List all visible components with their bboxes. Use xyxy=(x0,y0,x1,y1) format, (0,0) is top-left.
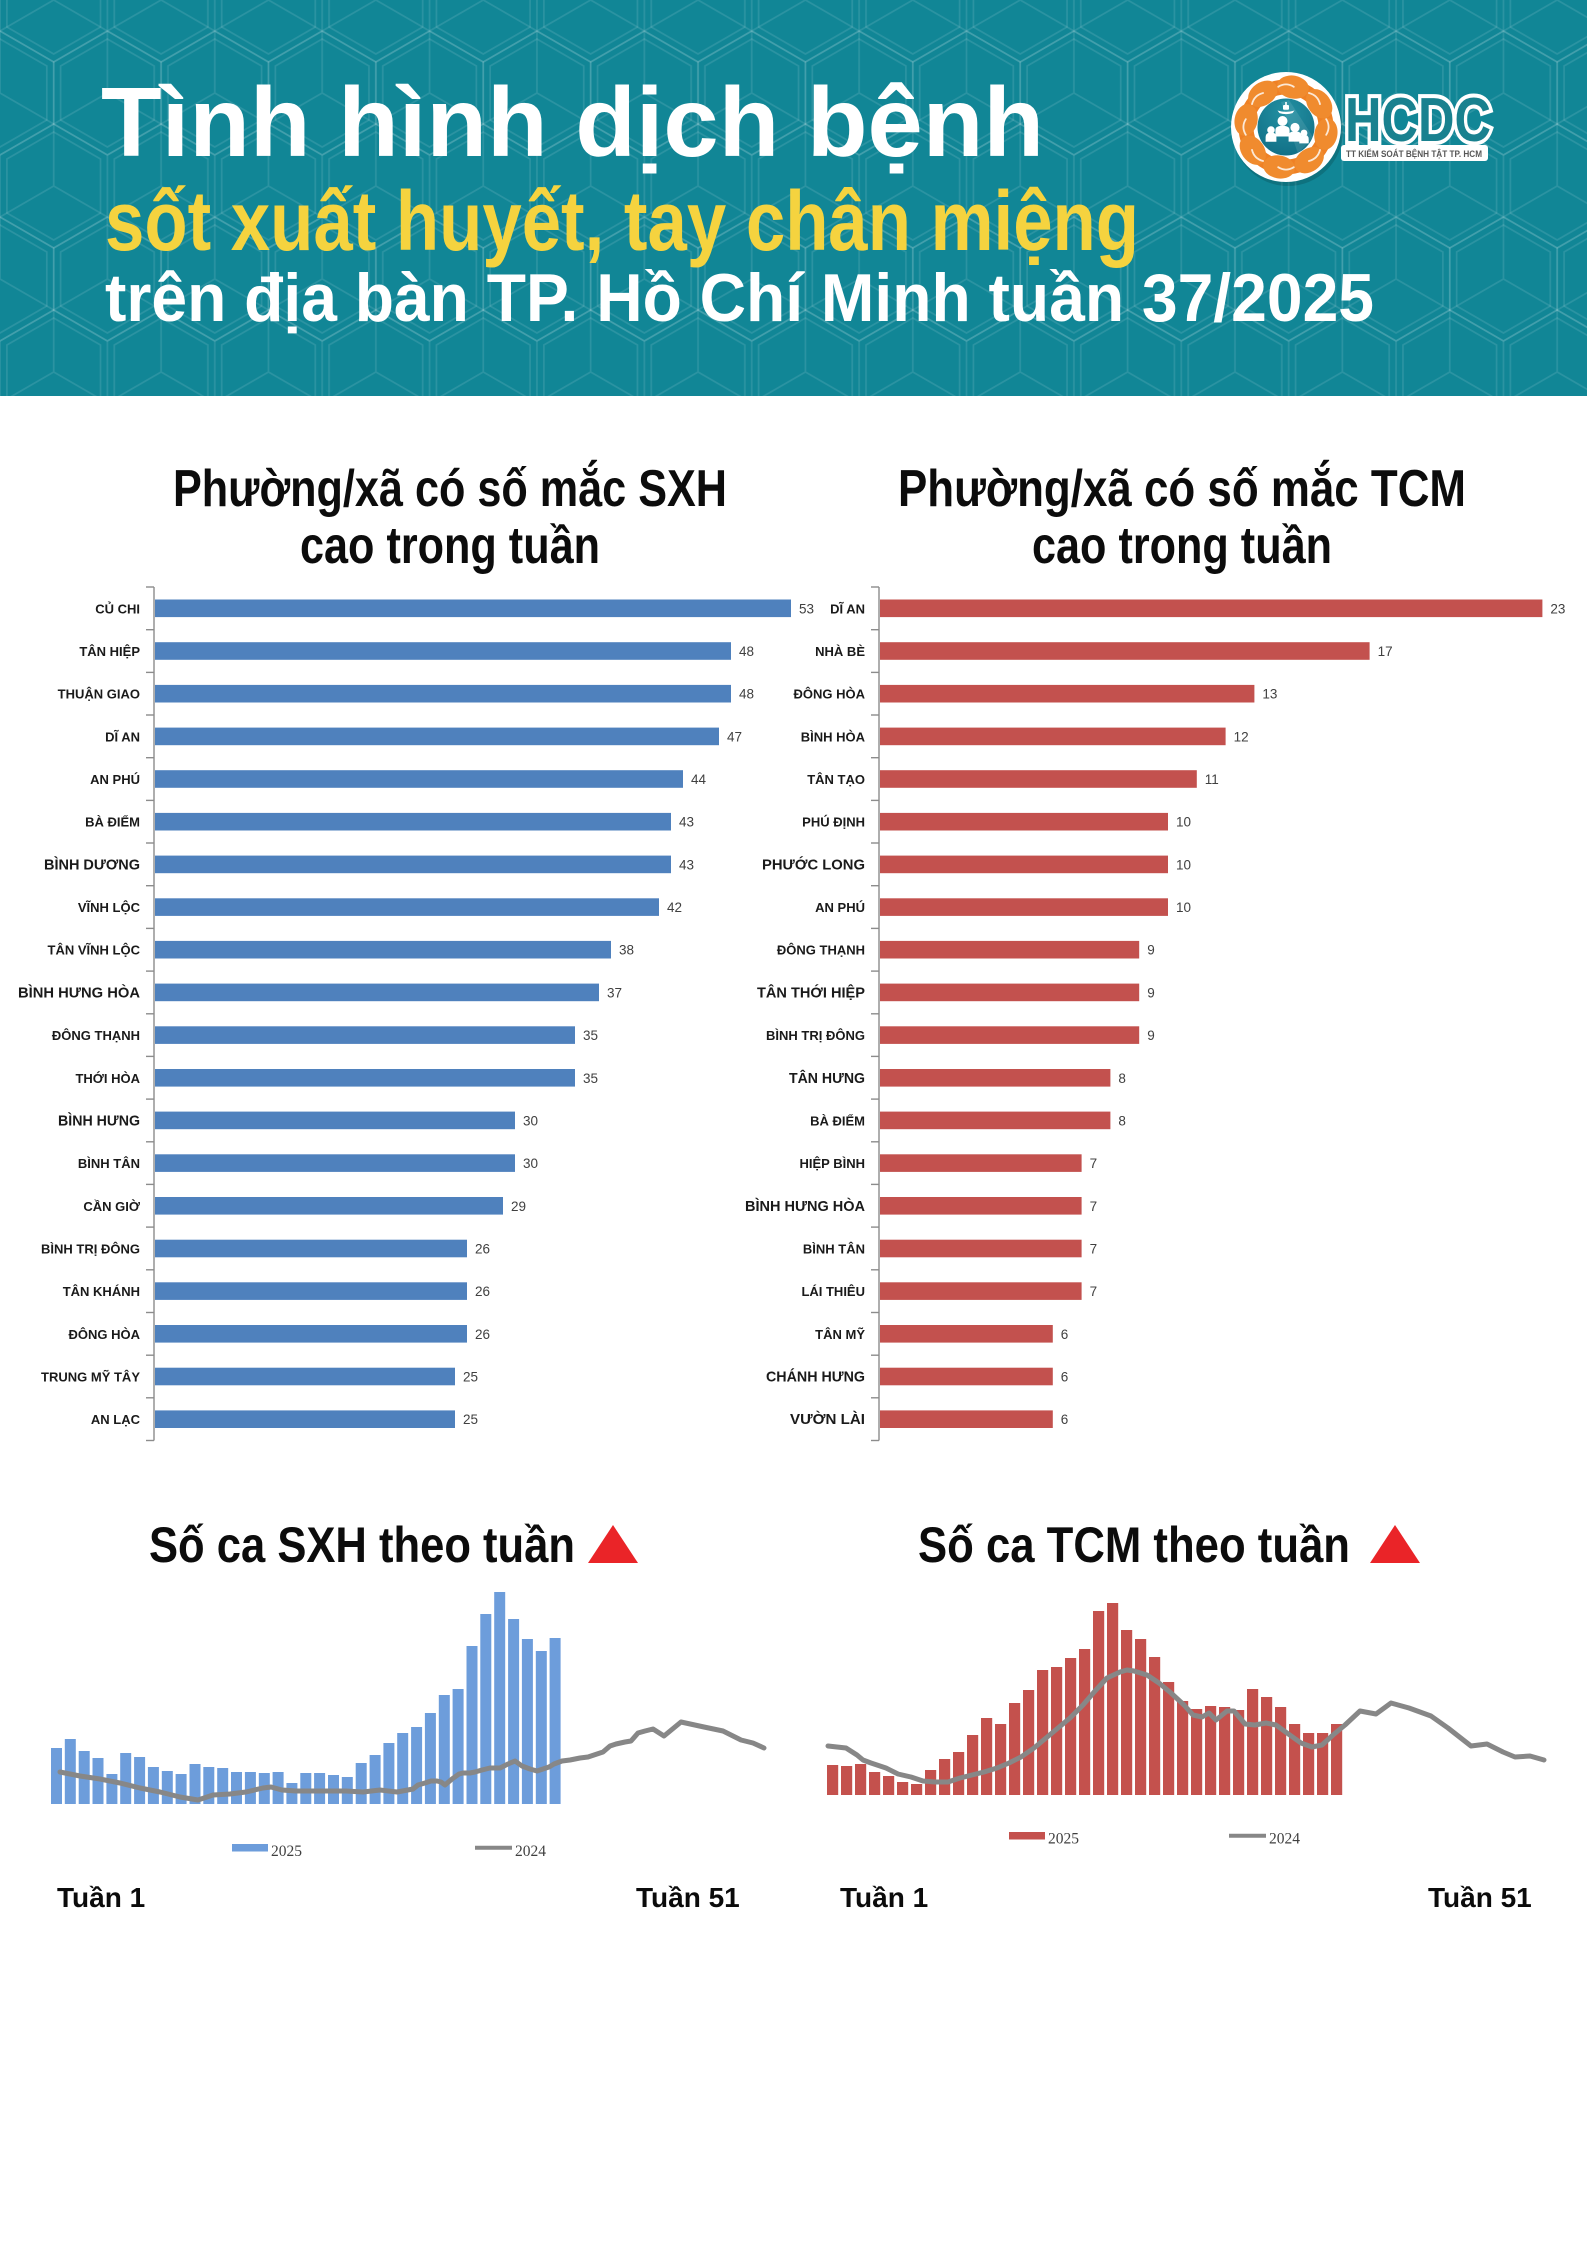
svg-text:Tuần 1: Tuần 1 xyxy=(840,1882,928,1913)
svg-text:HCDC: HCDC xyxy=(1345,86,1491,155)
svg-text:35: 35 xyxy=(583,1071,598,1086)
svg-text:23: 23 xyxy=(1550,601,1565,616)
svg-text:Số ca SXH theo tuần: Số ca SXH theo tuần xyxy=(149,1517,575,1573)
svg-text:6: 6 xyxy=(1061,1412,1069,1427)
svg-text:25: 25 xyxy=(463,1412,478,1427)
svg-text:BÌNH TÂN: BÌNH TÂN xyxy=(78,1156,140,1171)
svg-text:53: 53 xyxy=(799,601,814,616)
svg-text:Tuần 51: Tuần 51 xyxy=(1428,1882,1532,1913)
svg-text:BÌNH DƯƠNG: BÌNH DƯƠNG xyxy=(44,856,140,873)
svg-text:2025: 2025 xyxy=(1048,1831,1079,1848)
svg-text:12: 12 xyxy=(1234,729,1249,744)
svg-text:9: 9 xyxy=(1147,943,1155,958)
svg-text:8: 8 xyxy=(1118,1071,1126,1086)
svg-text:BÌNH HƯNG HÒA: BÌNH HƯNG HÒA xyxy=(18,983,140,1001)
svg-text:THUẬN GIAO: THUẬN GIAO xyxy=(58,687,140,702)
svg-text:26: 26 xyxy=(475,1242,490,1257)
svg-text:42: 42 xyxy=(667,900,682,915)
svg-text:13: 13 xyxy=(1262,687,1277,702)
svg-text:TÂN KHÁNH: TÂN KHÁNH xyxy=(63,1284,140,1299)
svg-text:BÌNH HÒA: BÌNH HÒA xyxy=(801,729,866,744)
svg-text:Số ca TCM theo tuần: Số ca TCM theo tuần xyxy=(918,1517,1350,1573)
svg-text:BÀ ĐIỂM: BÀ ĐIỂM xyxy=(810,1113,865,1128)
svg-text:2025: 2025 xyxy=(271,1843,302,1860)
svg-text:ĐÔNG THẠNH: ĐÔNG THẠNH xyxy=(777,943,865,958)
svg-text:BÀ ĐIỂM: BÀ ĐIỂM xyxy=(85,815,140,830)
svg-text:29: 29 xyxy=(511,1199,526,1214)
svg-text:BÌNH HƯNG: BÌNH HƯNG xyxy=(58,1112,140,1129)
svg-text:7: 7 xyxy=(1090,1156,1098,1171)
svg-text:cao trong tuần: cao trong tuần xyxy=(300,517,600,575)
svg-text:7: 7 xyxy=(1090,1199,1098,1214)
svg-text:TT KIỂM SOÁT BỆNH TẬT TP. HCM: TT KIỂM SOÁT BỆNH TẬT TP. HCM xyxy=(1346,148,1482,160)
svg-text:ĐÔNG THẠNH: ĐÔNG THẠNH xyxy=(52,1028,140,1043)
svg-text:Tình hình dịch bệnh: Tình hình dịch bệnh xyxy=(101,67,1044,177)
svg-text:7: 7 xyxy=(1090,1242,1098,1257)
svg-text:43: 43 xyxy=(679,815,694,830)
svg-text:VƯỜN LÀI: VƯỜN LÀI xyxy=(790,1410,865,1428)
svg-text:6: 6 xyxy=(1061,1327,1069,1342)
svg-text:48: 48 xyxy=(739,687,754,702)
svg-text:BÌNH TRỊ ĐÔNG: BÌNH TRỊ ĐÔNG xyxy=(41,1242,140,1257)
svg-text:25: 25 xyxy=(463,1370,478,1385)
svg-text:2024: 2024 xyxy=(515,1843,546,1860)
svg-text:26: 26 xyxy=(475,1327,490,1342)
svg-text:6: 6 xyxy=(1061,1370,1069,1385)
svg-text:TÂN TẠO: TÂN TẠO xyxy=(807,772,865,787)
svg-text:trên địa bàn TP. Hồ Chí Minh t: trên địa bàn TP. Hồ Chí Minh tuần 37/202… xyxy=(105,260,1374,336)
svg-text:AN PHÚ: AN PHÚ xyxy=(90,772,140,787)
svg-text:CHÁNH HƯNG: CHÁNH HƯNG xyxy=(766,1369,865,1386)
svg-text:Phường/xã có số mắc SXH: Phường/xã có số mắc SXH xyxy=(173,459,727,518)
svg-text:TÂN MỸ: TÂN MỸ xyxy=(815,1327,865,1342)
svg-text:DĨ AN: DĨ AN xyxy=(105,729,140,744)
svg-text:10: 10 xyxy=(1176,900,1191,915)
svg-text:PHÚ ĐỊNH: PHÚ ĐỊNH xyxy=(802,815,865,830)
svg-text:48: 48 xyxy=(739,644,754,659)
svg-text:cao trong tuần: cao trong tuần xyxy=(1032,517,1332,575)
svg-text:THỚI HÒA: THỚI HÒA xyxy=(75,1071,140,1086)
svg-text:CỦ CHI: CỦ CHI xyxy=(95,601,140,616)
svg-text:TÂN HIỆP: TÂN HIỆP xyxy=(79,644,140,659)
svg-text:7: 7 xyxy=(1090,1284,1098,1299)
svg-text:Tuần 1: Tuần 1 xyxy=(57,1882,145,1913)
svg-text:9: 9 xyxy=(1147,1028,1155,1043)
svg-text:ĐÔNG HÒA: ĐÔNG HÒA xyxy=(69,1327,141,1342)
svg-text:ĐÔNG HÒA: ĐÔNG HÒA xyxy=(794,687,866,702)
svg-text:8: 8 xyxy=(1118,1113,1126,1128)
svg-text:2024: 2024 xyxy=(1269,1831,1300,1848)
svg-text:TÂN THỚI HIỆP: TÂN THỚI HIỆP xyxy=(757,983,865,1001)
svg-text:26: 26 xyxy=(475,1284,490,1299)
svg-text:Phường/xã có số mắc TCM: Phường/xã có số mắc TCM xyxy=(898,459,1466,518)
svg-text:VĨNH LỘC: VĨNH LỘC xyxy=(78,900,141,915)
svg-text:TÂN HƯNG: TÂN HƯNG xyxy=(789,1069,865,1087)
svg-text:30: 30 xyxy=(523,1113,538,1128)
svg-text:BÌNH TÂN: BÌNH TÂN xyxy=(803,1242,865,1257)
svg-text:9: 9 xyxy=(1147,985,1155,1000)
svg-text:10: 10 xyxy=(1176,815,1191,830)
svg-text:47: 47 xyxy=(727,729,742,744)
svg-text:Tuần 51: Tuần 51 xyxy=(636,1882,740,1913)
svg-text:CẦN GIỜ: CẦN GIỜ xyxy=(83,1199,141,1214)
svg-text:BÌNH HƯNG HÒA: BÌNH HƯNG HÒA xyxy=(745,1197,865,1215)
svg-text:43: 43 xyxy=(679,857,694,872)
svg-text:PHƯỚC LONG: PHƯỚC LONG xyxy=(762,855,865,873)
svg-text:10: 10 xyxy=(1176,857,1191,872)
svg-text:TÂN VĨNH LỘC: TÂN VĨNH LỘC xyxy=(48,943,141,958)
svg-text:35: 35 xyxy=(583,1028,598,1043)
svg-text:BÌNH TRỊ ĐÔNG: BÌNH TRỊ ĐÔNG xyxy=(766,1028,865,1043)
svg-text:TRUNG MỸ TÂY: TRUNG MỸ TÂY xyxy=(41,1370,140,1385)
svg-text:30: 30 xyxy=(523,1156,538,1171)
svg-text:NHÀ BÈ: NHÀ BÈ xyxy=(815,644,865,659)
svg-text:AN LẠC: AN LẠC xyxy=(91,1412,141,1427)
svg-text:LÁI THIÊU: LÁI THIÊU xyxy=(801,1284,865,1299)
svg-text:44: 44 xyxy=(691,772,707,787)
svg-text:DĨ AN: DĨ AN xyxy=(830,601,865,616)
svg-text:38: 38 xyxy=(619,943,634,958)
svg-text:37: 37 xyxy=(607,985,622,1000)
svg-text:17: 17 xyxy=(1378,644,1393,659)
svg-text:11: 11 xyxy=(1205,772,1219,787)
svg-text:AN PHÚ: AN PHÚ xyxy=(815,900,865,915)
svg-text:sốt xuất huyết, tay chân miệng: sốt xuất huyết, tay chân miệng xyxy=(105,174,1139,268)
svg-text:HIỆP BÌNH: HIỆP BÌNH xyxy=(800,1156,866,1171)
